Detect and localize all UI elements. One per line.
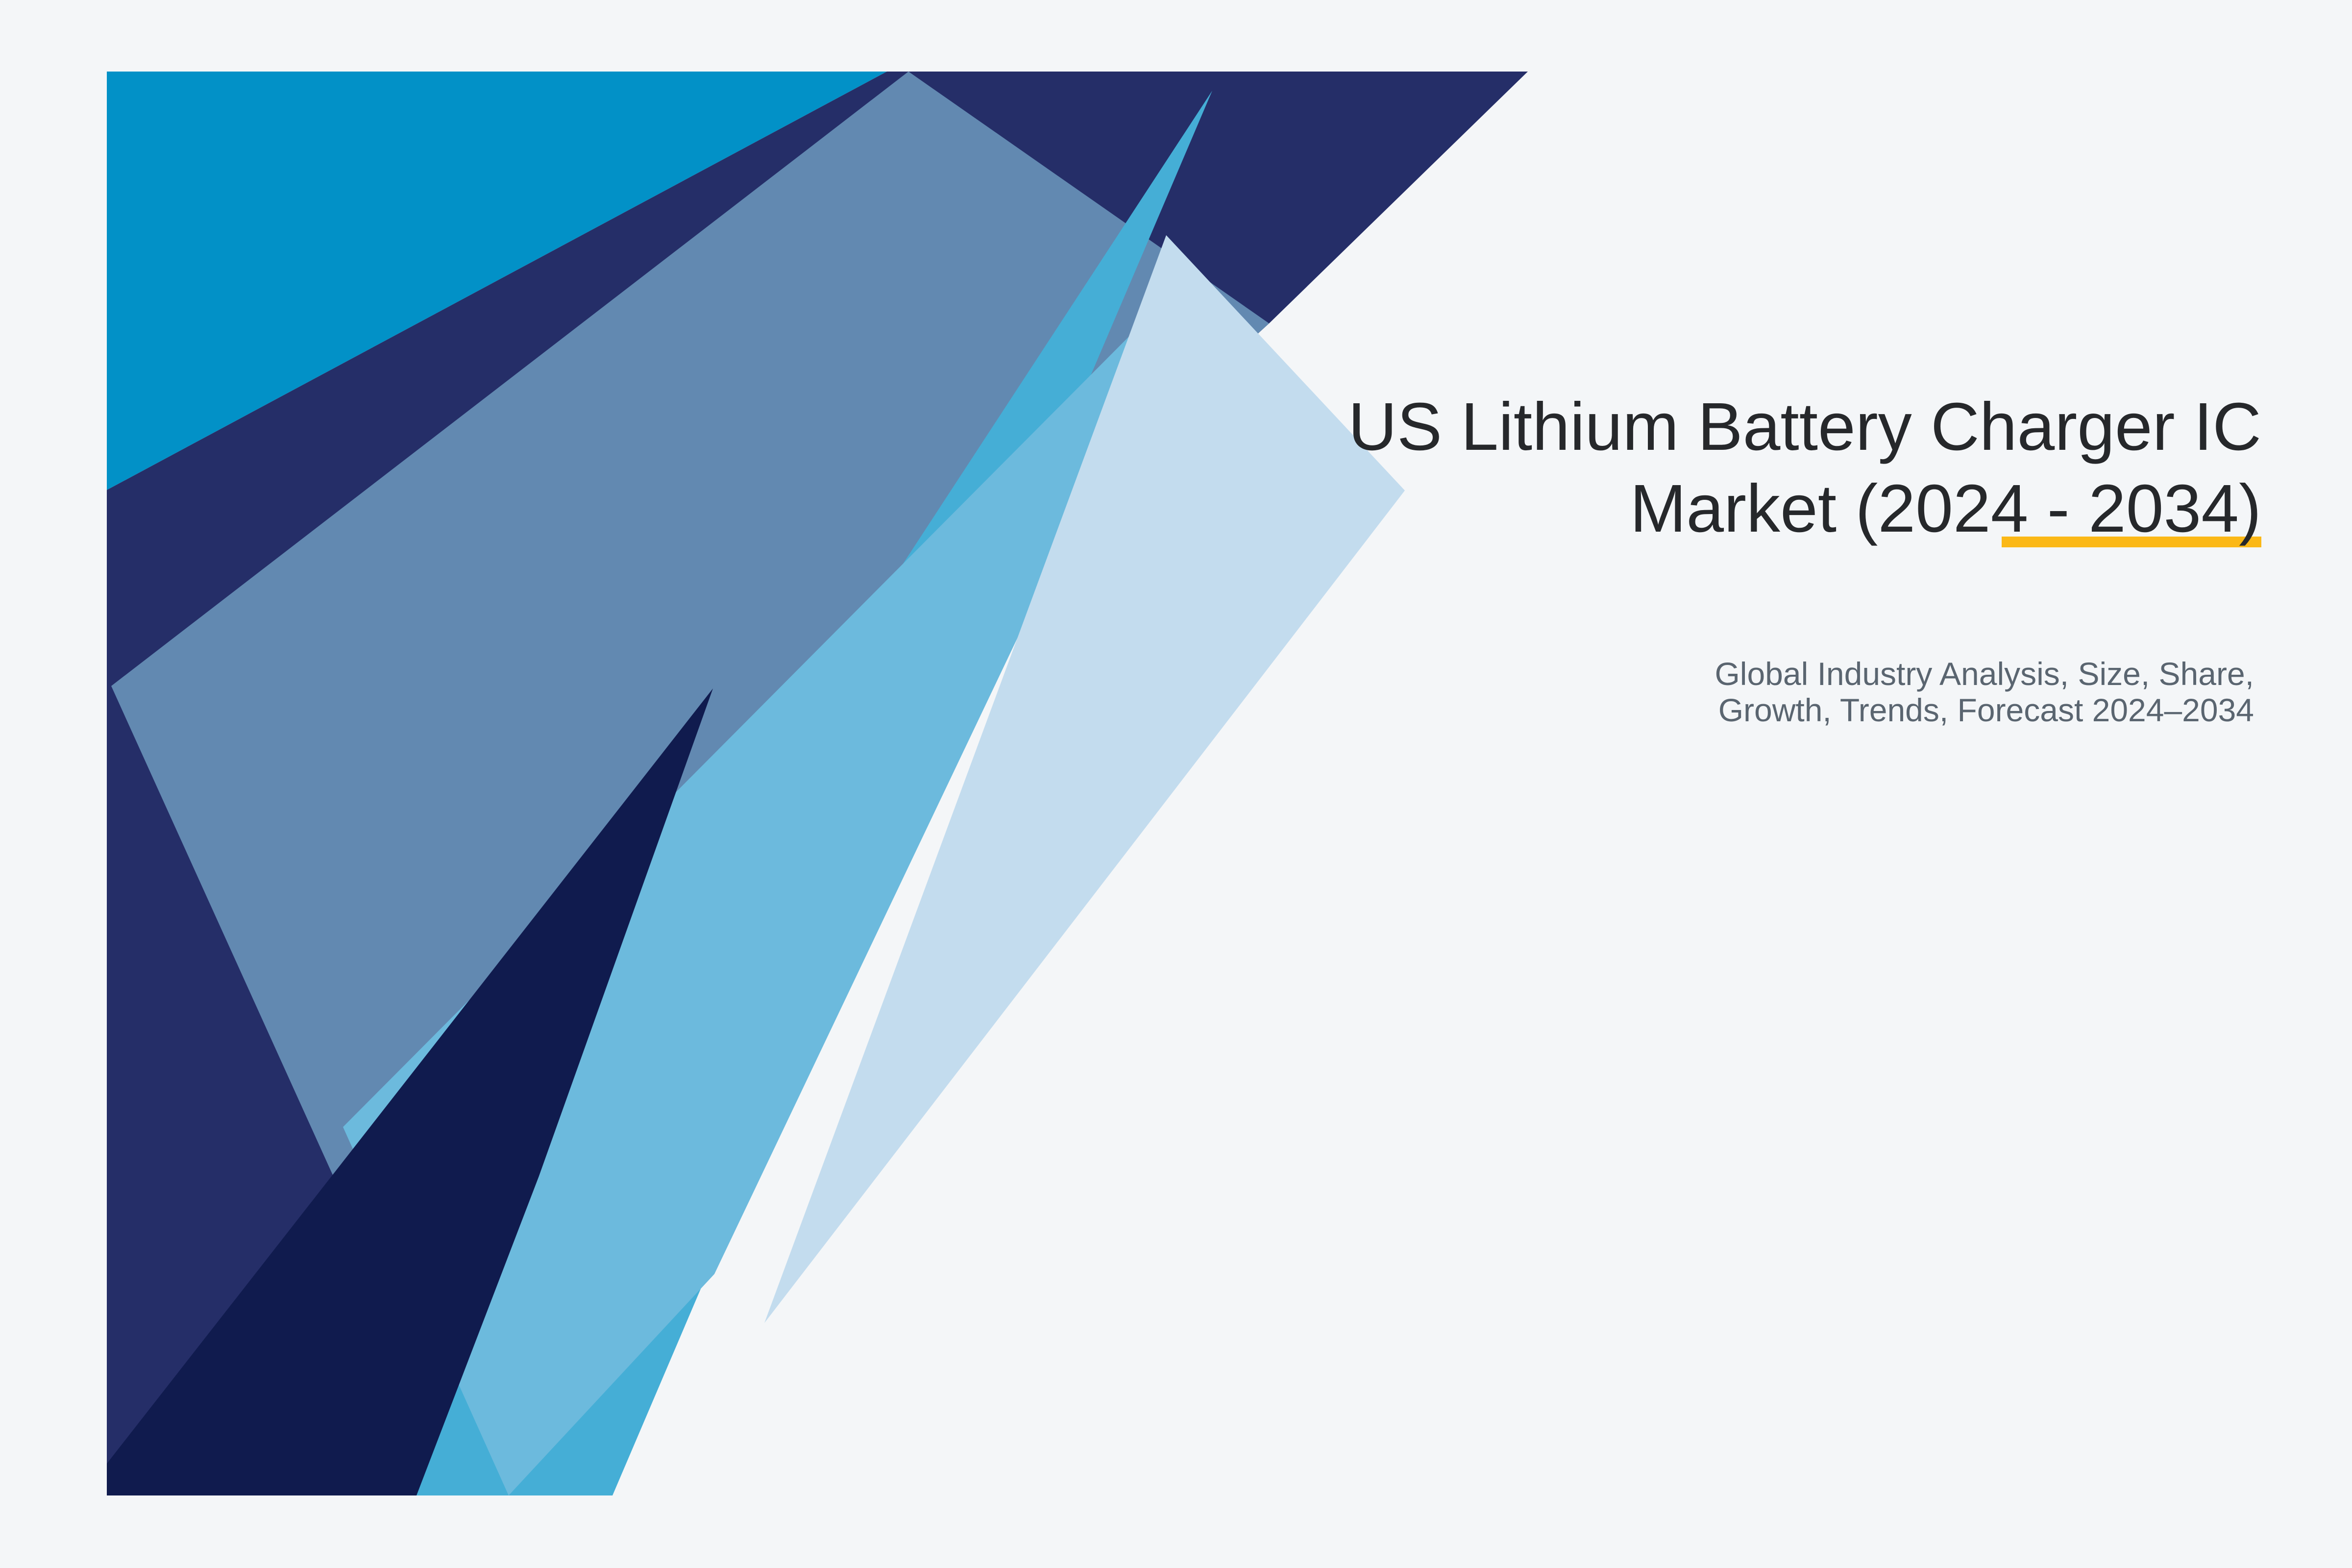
title-underline-bar [2002,537,2261,547]
decor-diamond-pale-blue [764,235,1405,1323]
decor-diamond-slate [111,72,1269,1176]
decor-wedge-dark-navy [107,688,713,1495]
decor-band-sky-blue [343,274,1191,1495]
